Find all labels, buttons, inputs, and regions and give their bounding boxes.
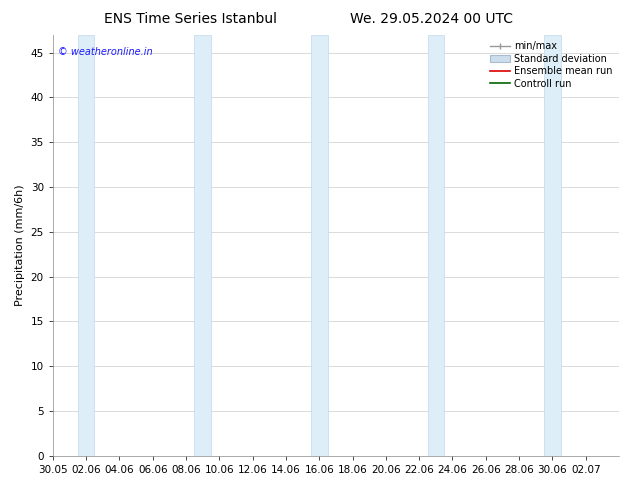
Bar <box>544 35 560 456</box>
Bar <box>427 35 444 456</box>
Bar <box>311 35 328 456</box>
Legend: min/max, Standard deviation, Ensemble mean run, Controll run: min/max, Standard deviation, Ensemble me… <box>488 40 614 91</box>
Bar <box>78 35 94 456</box>
Text: We. 29.05.2024 00 UTC: We. 29.05.2024 00 UTC <box>349 12 513 26</box>
Text: ENS Time Series Istanbul: ENS Time Series Istanbul <box>104 12 276 26</box>
Y-axis label: Precipitation (mm/6h): Precipitation (mm/6h) <box>15 184 25 306</box>
Bar <box>195 35 211 456</box>
Text: © weatheronline.in: © weatheronline.in <box>58 47 153 57</box>
